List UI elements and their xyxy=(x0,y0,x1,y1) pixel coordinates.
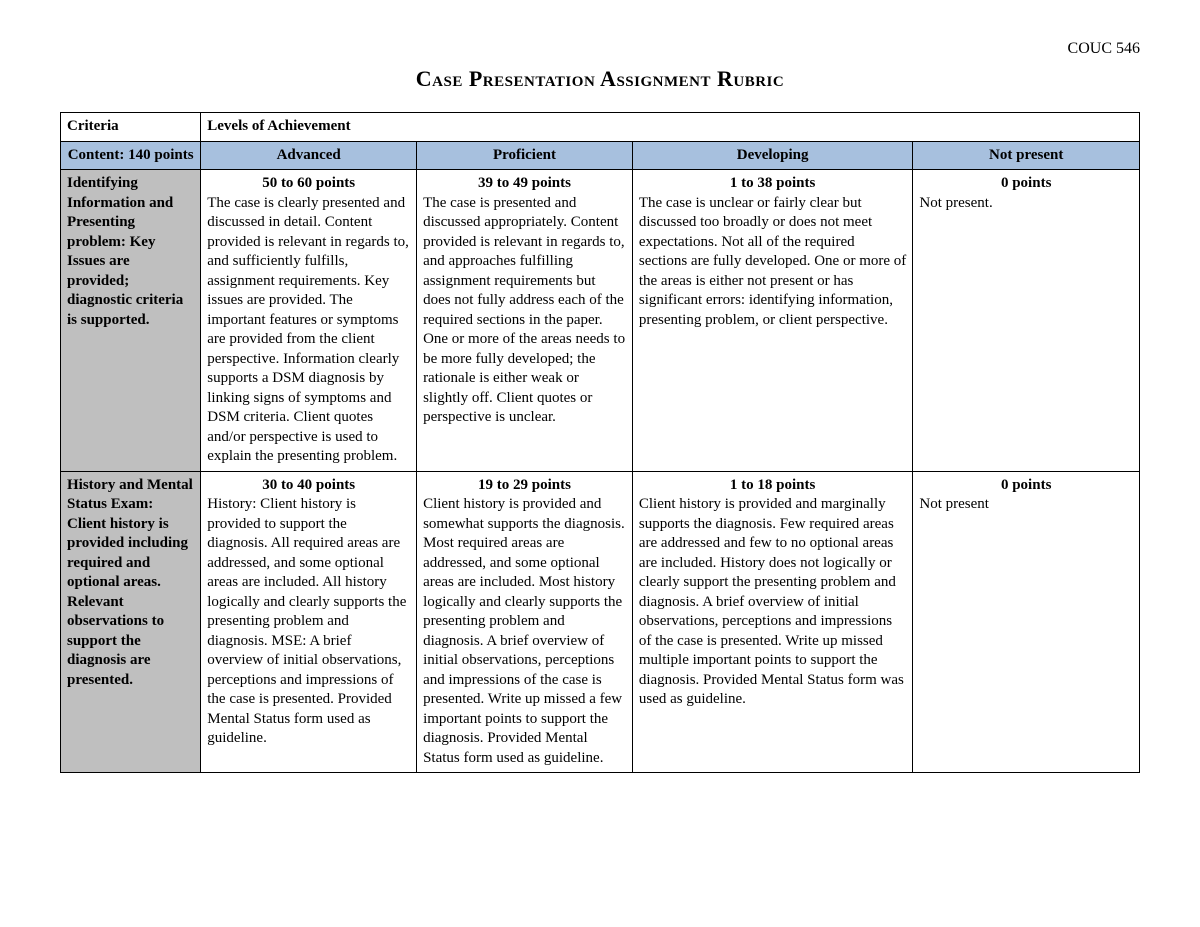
points: 39 to 49 points xyxy=(423,174,626,194)
cell-body: The case is unclear or fairly clear but … xyxy=(639,194,907,331)
cell-developing: 1 to 38 points The case is unclear or fa… xyxy=(632,170,913,472)
cell-body: The case is presented and discussed appr… xyxy=(423,194,626,428)
page: COUC 546 Case Presentation Assignment Ru… xyxy=(0,0,1200,813)
rubric-table: Criteria Levels of Achievement Content: … xyxy=(60,112,1140,773)
level-not-present: Not present xyxy=(913,141,1140,170)
points: 0 points xyxy=(919,476,1133,496)
points: 19 to 29 points xyxy=(423,476,626,496)
cell-body: Client history is provided and marginall… xyxy=(639,495,907,710)
cell-advanced: 50 to 60 points The case is clearly pres… xyxy=(201,170,417,472)
criteria-label: Identifying Information and Presenting p… xyxy=(61,170,201,472)
points: 0 points xyxy=(919,174,1133,194)
header-levels: Levels of Achievement xyxy=(201,113,1140,142)
section-label: Content: 140 points xyxy=(61,141,201,170)
cell-not-present: 0 points Not present. xyxy=(913,170,1140,472)
points: 30 to 40 points xyxy=(207,476,410,496)
points: 50 to 60 points xyxy=(207,174,410,194)
section-header-row: Content: 140 points Advanced Proficient … xyxy=(61,141,1140,170)
course-code: COUC 546 xyxy=(60,40,1140,58)
cell-not-present: 0 points Not present xyxy=(913,471,1140,773)
points: 1 to 38 points xyxy=(639,174,907,194)
cell-body: Not present xyxy=(919,495,1133,515)
header-criteria: Criteria xyxy=(61,113,201,142)
header-row-1: Criteria Levels of Achievement xyxy=(61,113,1140,142)
cell-body: Client history is provided and somewhat … xyxy=(423,495,626,768)
criteria-label: History and Mental Status Exam: Client h… xyxy=(61,471,201,773)
table-row: History and Mental Status Exam: Client h… xyxy=(61,471,1140,773)
cell-advanced: 30 to 40 points History: Client history … xyxy=(201,471,417,773)
level-advanced: Advanced xyxy=(201,141,417,170)
cell-developing: 1 to 18 points Client history is provide… xyxy=(632,471,913,773)
cell-body: Not present. xyxy=(919,194,1133,214)
level-proficient: Proficient xyxy=(417,141,633,170)
table-row: Identifying Information and Presenting p… xyxy=(61,170,1140,472)
cell-body: The case is clearly presented and discus… xyxy=(207,194,410,467)
cell-proficient: 39 to 49 points The case is presented an… xyxy=(417,170,633,472)
points: 1 to 18 points xyxy=(639,476,907,496)
level-developing: Developing xyxy=(632,141,913,170)
cell-body: History: Client history is provided to s… xyxy=(207,495,410,749)
cell-proficient: 19 to 29 points Client history is provid… xyxy=(417,471,633,773)
page-title: Case Presentation Assignment Rubric xyxy=(60,66,1140,92)
